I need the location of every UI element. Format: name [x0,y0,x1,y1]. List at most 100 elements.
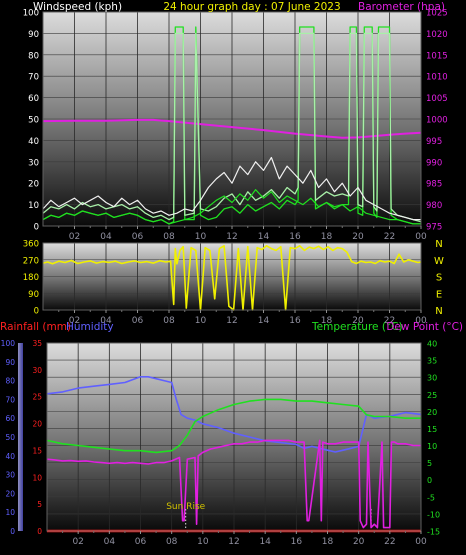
temp-xtick-label: 04 [104,537,116,547]
barometer-tick-label: 985 [426,180,442,190]
temperature-tick-label: 35 [427,357,437,366]
wind-chart-series [42,26,422,225]
rainfall-tick-label: 5 [37,500,42,509]
windspeed-tick-label: 60 [28,94,39,104]
chart-title: 24 hour graph day : 07 June 2023 [163,1,340,13]
humidity-tick-label: 10 [5,508,15,517]
windspeed-axis-label: Windspeed (kph) [33,1,122,13]
humidity-tick-label: 70 [5,395,15,404]
direction-xtick-label: 22 [384,316,395,326]
barometer-tick-label: 1010 [426,73,448,83]
temperature-axis-label: Temperature (°C) [311,321,403,333]
windspeed-tick-label: 100 [23,9,39,19]
series-temperature [46,398,421,454]
direction-xtick-label: 18 [321,316,333,326]
wind-xtick-label: 12 [226,232,237,242]
series-wind-gust [42,156,421,221]
temp-xtick-label: 20 [353,537,365,547]
rainfall-tick-label: 30 [32,366,42,375]
temp-chart-x-ticks: 02 04 06 08 10 12 14 16 18 20 22 00 [62,531,427,547]
wind-chart-x-ticks: 02 04 06 08 10 12 14 16 18 20 22 00 [58,226,427,242]
direction-xtick-label: 04 [100,316,112,326]
temperature-tick-label: 40 [427,340,437,349]
wind-xtick-label: 00 [415,232,427,242]
barometer-axis-ticks: 975 980 985 990 995 1000 1005 1010 1015 1020 1025 [426,9,448,233]
temperature-tick-label: 15 [427,425,437,434]
temperature-tick-label: 0 [427,476,432,485]
humidity-axis-bar [18,343,23,531]
wind-xtick-label: 20 [352,232,364,242]
temperature-tick-label: -15 [427,528,440,537]
windspeed-tick-label: 20 [28,180,39,190]
temperature-tick-label: -5 [427,493,435,502]
temp-xtick-label: 06 [135,537,147,547]
direction-xtick-label: 12 [226,316,237,326]
wind-xtick-label: 06 [132,232,144,242]
direction-chart-x-ticks: 02 04 06 08 10 12 14 16 18 20 22 00 [58,310,427,326]
series-wind-direction [42,245,422,311]
barometer-axis-label: Barometer (hpa) [358,1,445,13]
windspeed-tick-label: 30 [28,158,39,168]
wind-xtick-label: 10 [195,232,207,242]
direction-degree-label: 90 [28,290,39,300]
barometer-tick-label: 1025 [426,9,448,19]
temp-xtick-label: 08 [166,537,178,547]
temp-xtick-label: 10 [197,537,209,547]
windspeed-tick-label: 40 [28,137,39,147]
temp-xtick-label: 14 [259,537,271,547]
direction-degree-label: 270 [23,256,39,266]
humidity-axis-ticks: 0 10 20 30 40 50 60 70 80 90 100 [1,339,16,536]
humidity-tick-label: 90 [5,358,15,367]
humidity-tick-label: 100 [1,339,16,348]
rainfall-tick-label: 0 [37,527,42,536]
direction-xtick-label: 00 [415,316,427,326]
series-windspeed [42,189,421,225]
series-dew-point [46,439,421,529]
barometer-tick-label: 1005 [426,94,448,104]
compass-point-label: E [436,289,442,300]
temperature-tick-label: 25 [427,391,437,400]
temperature-tick-label: -10 [427,510,440,519]
direction-chart-series [42,245,422,311]
direction-degree-label: 360 [23,240,39,250]
wind-xtick-label: 14 [258,232,270,242]
humidity-tick-label: 60 [5,414,15,423]
windspeed-tick-label: 10 [28,201,39,211]
series-barometer [42,118,422,139]
rainfall-tick-label: 35 [32,339,42,348]
windspeed-tick-label: 90 [28,30,39,40]
windspeed-tick-label: 50 [28,116,39,126]
direction-degree-label: 180 [23,273,39,283]
wind-xtick-label: 22 [384,232,395,242]
direction-xtick-label: 02 [69,316,80,326]
barometer-tick-label: 995 [426,137,442,147]
sunrise-label: Sun Rise [166,502,205,512]
rainfall-tick-label: 25 [32,393,42,402]
direction-degree-label: 0 [34,307,39,317]
humidity-tick-label: 20 [5,489,15,498]
wind-xtick-label: 08 [163,232,175,242]
compass-point-label: N [435,239,442,250]
temp-xtick-label: 22 [384,537,395,547]
humidity-tick-label: 0 [10,527,15,536]
direction-xtick-label: 10 [195,316,207,326]
direction-xtick-label: 14 [258,316,270,326]
direction-xtick-label: 20 [352,316,364,326]
barometer-tick-label: 980 [426,201,442,211]
temperature-tick-label: 30 [427,374,437,383]
humidity-tick-label: 40 [5,452,15,461]
barometer-tick-label: 1015 [426,51,448,61]
temp-xtick-label: 18 [322,537,334,547]
wind-xtick-label: 16 [289,232,301,242]
series-humidity [46,375,422,453]
windspeed-tick-label: 0 [34,223,39,233]
temperature-axis-ticks: -15 -10 -5 0 5 10 15 20 25 30 35 40 [427,340,440,537]
rainfall-axis-label: Rainfall (mm) [0,321,71,333]
rainfall-axis-ticks: 0 5 10 15 20 25 30 35 [32,339,42,536]
direction-xtick-label: 06 [132,316,144,326]
